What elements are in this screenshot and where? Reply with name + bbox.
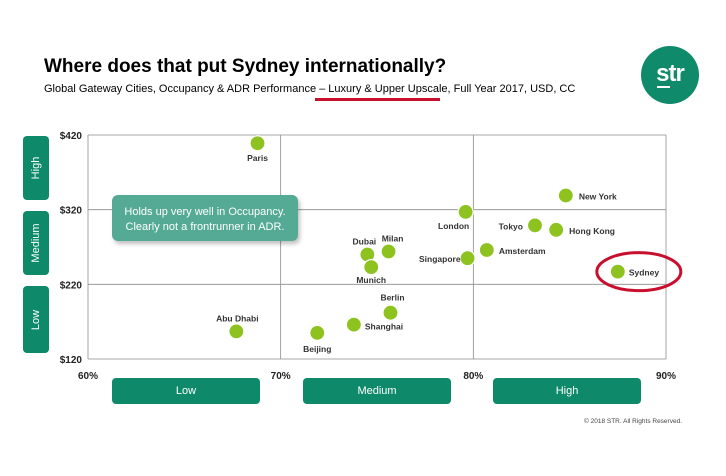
- str-logo: str: [641, 46, 699, 104]
- str-logo-bar: [657, 86, 670, 88]
- page-title: Where does that put Sydney international…: [44, 56, 447, 77]
- point-hong-kong: [548, 221, 565, 238]
- y-tick-label: $120: [60, 355, 83, 366]
- y-tick-label: $420: [60, 131, 83, 142]
- point-label-amsterdam: Amsterdam: [499, 246, 546, 256]
- point-singapore: [459, 250, 476, 267]
- x-band-low: Low: [112, 378, 260, 404]
- point-label-hong-kong: Hong Kong: [569, 226, 615, 236]
- x-tick-label: 90%: [656, 371, 676, 382]
- x-tick-label: 80%: [463, 371, 483, 382]
- point-shanghai: [345, 316, 362, 333]
- point-label-milan: Milan: [382, 233, 404, 243]
- callout-line-1: Holds up very well in Occupancy.: [124, 206, 286, 218]
- point-paris: [249, 135, 266, 152]
- point-label-dubai: Dubai: [353, 236, 377, 246]
- point-london: [457, 203, 474, 221]
- y-band-high-label: High: [30, 156, 42, 180]
- point-label-shanghai: Shanghai: [365, 322, 403, 332]
- highlight-underline: [315, 98, 440, 101]
- y-band-medium: Medium: [23, 211, 49, 275]
- callout-box: Holds up very well in Occupancy. Clearly…: [112, 195, 298, 241]
- point-label-london: London: [438, 221, 469, 231]
- point-amsterdam: [478, 241, 495, 259]
- subtitle-highlight: Luxury & Upper Upscale: [328, 83, 448, 95]
- x-band-medium: Medium: [303, 378, 451, 404]
- x-band-high: High: [493, 378, 641, 404]
- y-tick-label: $320: [60, 206, 83, 217]
- x-tick-label: 70%: [271, 371, 291, 382]
- point-label-berlin: Berlin: [380, 293, 404, 303]
- point-label-abu-dhabi: Abu Dhabi: [216, 313, 259, 323]
- subtitle-suffix: , Full Year 2017, USD, CC: [447, 83, 576, 95]
- callout-line-2: Clearly not a frontrunner in ADR.: [125, 221, 285, 233]
- subtitle-prefix: Global Gateway Cities, Occupancy & ADR P…: [44, 83, 329, 95]
- point-new-york: [557, 187, 574, 204]
- point-label-beijing: Beijing: [303, 344, 331, 354]
- point-label-munich: Munich: [356, 275, 386, 285]
- point-beijing: [309, 324, 326, 341]
- highlight-ring: [595, 251, 683, 293]
- point-milan: [380, 243, 397, 260]
- point-sydney: [609, 263, 626, 280]
- point-label-singapore: Singapore: [419, 254, 461, 264]
- y-band-low-label: Low: [30, 309, 42, 330]
- page-subtitle: Global Gateway Cities, Occupancy & ADR P…: [44, 83, 575, 95]
- point-label-sydney: Sydney: [629, 268, 660, 278]
- copyright: © 2018 STR. All Rights Reserved.: [584, 418, 682, 425]
- point-abu-dhabi: [228, 323, 245, 340]
- x-tick-label: 60%: [78, 371, 98, 382]
- point-munich: [363, 259, 380, 276]
- point-berlin: [382, 304, 399, 321]
- point-label-new-york: New York: [579, 191, 617, 201]
- point-label-tokyo: Tokyo: [499, 221, 523, 231]
- point-tokyo: [526, 217, 544, 234]
- point-label-paris: Paris: [247, 153, 268, 163]
- y-tick-label: $220: [60, 280, 83, 291]
- y-band-high: High: [23, 136, 49, 200]
- y-band-medium-label: Medium: [30, 223, 42, 263]
- y-band-low: Low: [23, 286, 49, 353]
